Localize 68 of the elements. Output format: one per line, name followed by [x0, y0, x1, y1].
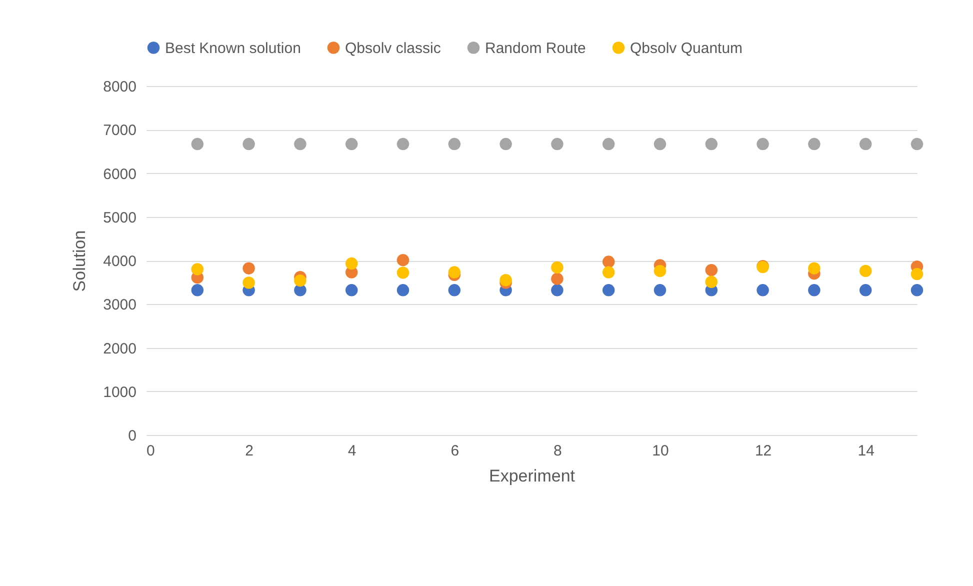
y-axis-title: Solution [70, 230, 90, 292]
point [602, 266, 615, 278]
point [602, 284, 615, 296]
point [345, 138, 358, 150]
point [551, 272, 564, 285]
point [910, 268, 924, 280]
point [500, 274, 512, 286]
point [191, 138, 204, 150]
point [602, 256, 615, 268]
x-tick-label: 0 [146, 442, 155, 460]
point [396, 284, 410, 296]
x-tick-label: 12 [754, 442, 772, 460]
y-tick-label: 6000 [103, 166, 136, 183]
point [345, 284, 358, 296]
point [705, 138, 718, 150]
x-tick-label: 8 [554, 442, 562, 460]
point [654, 138, 666, 150]
point [242, 138, 255, 150]
point [705, 276, 718, 288]
point [396, 266, 410, 279]
point [756, 284, 769, 296]
legend-label: Best Known solution [165, 40, 301, 57]
point [654, 264, 666, 278]
y-tick-label: 8000 [103, 78, 136, 96]
point [859, 264, 872, 278]
point [448, 266, 461, 278]
point [345, 257, 358, 270]
point [705, 264, 718, 276]
point [191, 284, 204, 296]
legend-label: Qbsolv Quantum [630, 40, 743, 57]
y-tick-label: 0 [128, 428, 136, 444]
point [910, 138, 924, 150]
y-tick-label: 7000 [103, 122, 136, 140]
x-tick-label: 2 [245, 442, 254, 460]
point [396, 138, 410, 150]
point [654, 284, 666, 296]
x-tick-label: 14 [858, 442, 874, 460]
point [602, 138, 615, 150]
point [808, 262, 820, 274]
point [294, 138, 306, 150]
point [756, 138, 769, 150]
legend-label: Qbsolv classic [345, 40, 442, 57]
x-tick-label: 10 [652, 442, 669, 460]
y-tick-label: 2000 [103, 340, 136, 358]
y-tick-label: 5000 [103, 209, 136, 226]
point [242, 276, 255, 289]
point [551, 138, 564, 150]
point [859, 138, 872, 150]
point [500, 138, 512, 150]
point [448, 284, 461, 296]
x-tick-label: 4 [348, 442, 356, 460]
point [808, 284, 820, 296]
y-tick-label: 4000 [103, 253, 136, 270]
y-tick-label: 3000 [103, 296, 136, 314]
legend-label: Random Route [485, 40, 586, 57]
point [294, 274, 306, 287]
x-tick-label: 6 [450, 442, 460, 460]
point [396, 254, 410, 266]
point [551, 284, 564, 296]
point [808, 138, 820, 150]
point [191, 263, 204, 276]
point [910, 284, 924, 296]
y-tick-label: 1000 [103, 384, 136, 401]
point [448, 138, 461, 150]
point [242, 262, 255, 274]
point [551, 261, 564, 274]
x-axis-title: Experiment [489, 466, 576, 486]
point [859, 284, 872, 296]
